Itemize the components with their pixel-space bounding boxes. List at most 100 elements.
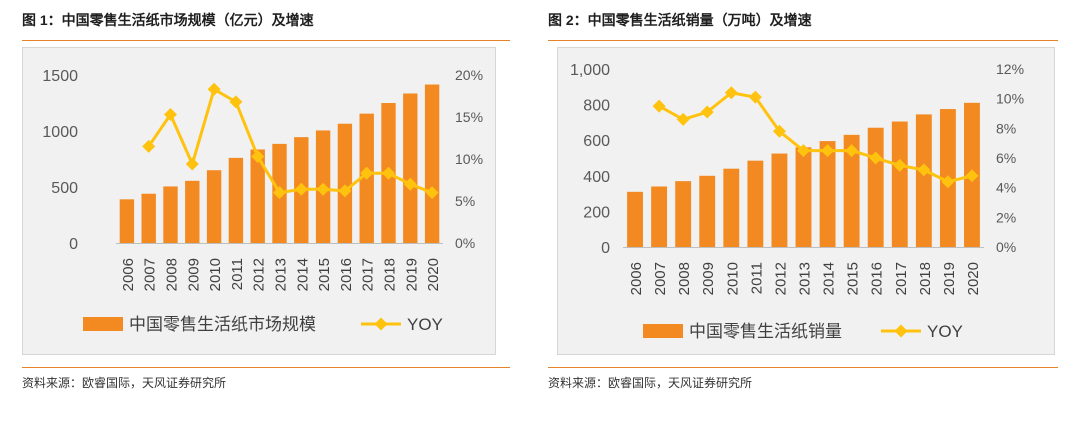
bar-2008 [675,181,692,247]
bar-2012 [250,149,265,243]
figure-2-title-rule [548,40,1058,41]
bar-2018 [915,114,932,247]
yoy-point-2019 [403,177,417,191]
yoy-point-2011 [748,90,762,104]
yoy-point-2018 [382,166,395,180]
left-axis-tick-label: 0 [601,240,610,257]
figure-2-title: 图 2：中国零售生活纸销量（万吨）及增速 [548,12,812,28]
left-axis-tick-label: 200 [583,204,610,221]
yoy-point-2015 [316,182,330,196]
figure-2-chart: 0 200 400 600 800 1,000 0% 2% 4% 6% 8% 10% 12% 2006 20… [570,61,1024,341]
legend-line-marker [894,324,908,338]
left-axis-tick-label: 1000 [42,124,78,141]
x-axis-tick-label: 2008 [164,258,181,291]
bar-2007 [141,193,156,243]
chart-legend: 中国零售生活纸市场规模 YOY [83,315,443,334]
figure-2-chart-panel: 0 200 400 600 800 1,000 0% 2% 4% 6% 8% 10% 12% 2006 20… [557,47,1055,355]
x-axis-tick-label: 2014 [294,258,311,291]
right-axis-tick-label: 0% [455,235,475,251]
yoy-point-2013 [797,144,810,158]
x-axis-tick-label: 2007 [142,258,159,291]
legend-bar-swatch [83,317,123,331]
x-axis-tick-label: 2006 [628,262,645,295]
yoy-point-2007 [142,139,156,153]
figure-1-title-rule [22,40,510,41]
yoy-point-2013 [273,186,286,200]
left-axis-tick-label: 600 [583,133,610,150]
yoy-point-2015 [845,144,859,158]
x-axis-tick-label: 2017 [893,262,910,295]
yoy-point-2014 [294,182,308,196]
legend-line-marker [374,317,388,331]
bar-2017 [891,121,908,247]
bar-2006 [627,191,643,247]
x-axis-tick-label: 2009 [185,258,202,291]
x-axis-tick-label: 2017 [360,258,377,291]
yoy-point-2016 [338,184,352,198]
bar-2011 [228,157,244,243]
bar-2020 [424,84,440,243]
bar-2011 [747,160,764,247]
bar-2019 [403,93,418,243]
yoy-point-2012 [772,124,786,138]
x-axis-tick-label: 2011 [229,258,246,290]
bar-2006 [119,199,135,243]
x-axis-tick-label: 2012 [772,262,789,295]
x-axis-tick-label: 2010 [724,262,741,295]
bar-2013 [795,147,812,247]
yoy-point-2010 [207,82,221,96]
x-axis-tick-label: 2015 [845,262,862,295]
left-axis-tick-label: 1,000 [570,62,610,79]
figure-1-title: 图 1：中国零售生活纸市场规模（亿元）及增速 [22,12,314,28]
yoy-point-2009 [185,157,199,171]
legend-line-label: YOY [927,322,963,341]
x-axis-tick-label: 2007 [652,262,669,295]
x-axis-tick-label: 2020 [425,258,442,291]
legend-bar-label: 中国零售生活纸销量 [689,322,842,341]
x-axis-tick-label: 2013 [273,258,290,291]
yoy-point-2020 [425,186,439,200]
left-axis-tick-label: 400 [583,169,610,186]
bar-2009 [699,175,716,247]
left-axis-tick-label: 0 [69,236,78,253]
x-axis-tick-label: 2016 [338,258,355,291]
figure-1-chart-panel: 0 500 1000 1500 0% 5% 10% 15% 20% 2006 2007 2008 200… [22,47,496,355]
yoy-point-2008 [164,107,177,121]
x-axis-tick-label: 2016 [869,262,886,295]
chart-legend: 中国零售生活纸销量 YOY [643,322,963,341]
left-axis-tick-label: 1500 [42,68,78,85]
yoy-point-2017 [360,166,374,180]
right-axis-tick-label: 10% [996,91,1024,107]
right-axis-tick-label: 6% [996,150,1016,166]
yoy-point-2008 [676,112,690,126]
figure-2-source: 资料来源：欧睿国际，天风证券研究所 [548,376,753,390]
right-axis-tick-label: 20% [455,67,483,83]
yoy-point-2019 [941,175,955,189]
yoy-point-2010 [724,86,738,100]
x-axis-tick-label: 2013 [797,262,814,295]
x-axis-tick-label: 2006 [120,258,137,291]
figure-2-bottom-rule [548,367,1058,368]
right-axis-tick-label: 5% [455,193,475,209]
x-axis-tick-label: 2012 [251,258,268,291]
bar-2016 [337,123,353,243]
figure-1-source: 资料来源：欧睿国际，天风证券研究所 [22,376,227,390]
figure-1-chart: 0 500 1000 1500 0% 5% 10% 15% 20% 2006 2007 2008 200… [42,67,483,334]
legend-line-label: YOY [407,315,443,334]
left-axis-tick-label: 800 [583,98,610,115]
x-axis-tick-label: 2015 [316,258,333,291]
x-axis-tick-label: 2020 [965,262,982,295]
bar-2008 [163,186,178,243]
yoy-point-2016 [869,151,883,165]
left-axis-tick-label: 500 [51,180,78,197]
yoy-point-2017 [893,158,907,172]
right-axis-tick-label: 12% [996,61,1024,77]
x-axis-tick-label: 2010 [207,258,224,291]
bar-2010 [206,170,222,243]
right-axis-tick-label: 15% [455,109,483,125]
legend-bar-label: 中国零售生活纸市场规模 [129,315,316,334]
bar-2010 [723,168,740,247]
bar-2015 [843,134,860,247]
right-axis-tick-label: 10% [455,151,483,167]
yoy-point-2018 [917,163,931,177]
